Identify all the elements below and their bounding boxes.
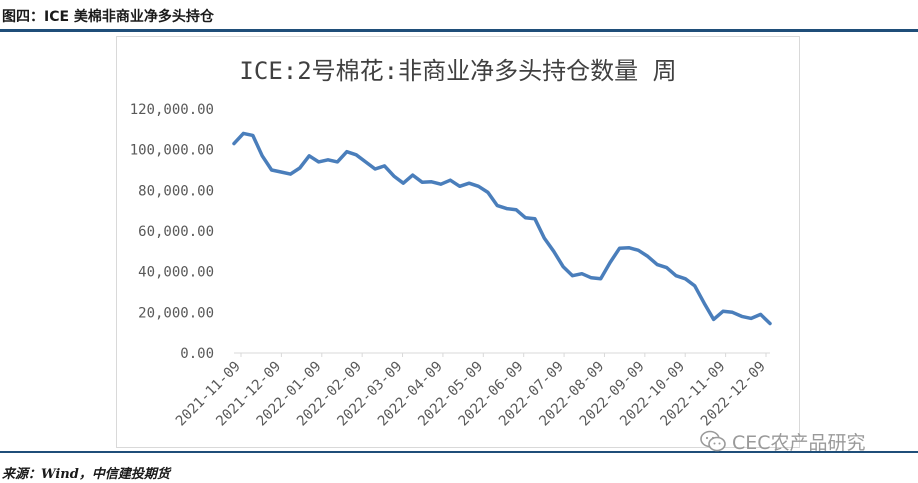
source-note: 来源：Wind，中信建投期货	[2, 467, 170, 482]
plot-area	[232, 131, 772, 326]
y-tick-label: 0.00	[180, 346, 214, 362]
y-tick-label: 20,000.00	[138, 305, 214, 321]
series-line	[232, 131, 772, 326]
watermark-text: CEC农产品研究	[732, 431, 866, 454]
figure-caption: 图四：ICE 美棉非商业净多头持仓	[2, 9, 214, 25]
top-rule	[0, 29, 918, 32]
wechat-icon	[700, 430, 726, 452]
bottom-rule	[0, 451, 918, 453]
watermark: CEC农产品研究	[700, 428, 866, 454]
y-tick-label: 40,000.00	[138, 265, 214, 281]
x-axis: 2021-11-092021-12-092022-01-092022-02-09…	[173, 352, 770, 429]
y-tick-label: 80,000.00	[138, 183, 214, 199]
y-tick-label: 100,000.00	[130, 143, 214, 159]
y-tick-label: 120,000.00	[130, 102, 214, 118]
y-axis: 0.00 20,000.00 40,000.00 60,000.00 80,000.00…	[130, 102, 214, 362]
chart-frame	[116, 36, 800, 448]
chart-title: ICE:2号棉花:非商业净多头持仓数量 周	[239, 57, 676, 85]
y-tick-label: 60,000.00	[138, 224, 214, 240]
